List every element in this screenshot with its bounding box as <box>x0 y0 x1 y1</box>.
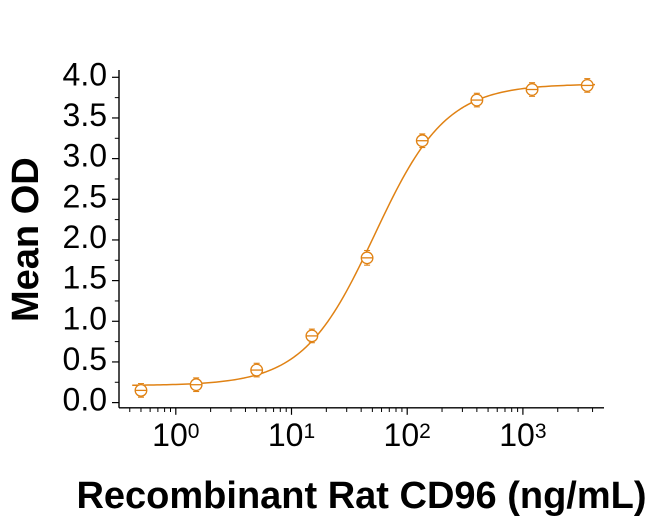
svg-text:Recombinant Rat CD96 (ng/mL): Recombinant Rat CD96 (ng/mL) <box>76 475 646 517</box>
svg-text:3.5: 3.5 <box>63 97 107 133</box>
svg-text:2.0: 2.0 <box>63 219 107 255</box>
svg-text:1.0: 1.0 <box>63 300 107 336</box>
svg-text:4.0: 4.0 <box>63 56 107 92</box>
svg-text:102: 102 <box>384 417 431 453</box>
svg-text:3.0: 3.0 <box>63 138 107 174</box>
svg-text:2.5: 2.5 <box>63 178 107 214</box>
svg-text:1.5: 1.5 <box>63 260 107 296</box>
svg-text:103: 103 <box>499 417 546 453</box>
svg-text:100: 100 <box>152 417 199 453</box>
svg-text:0.0: 0.0 <box>63 382 107 418</box>
svg-text:Mean OD: Mean OD <box>5 157 47 322</box>
svg-text:0.5: 0.5 <box>63 341 107 377</box>
svg-text:101: 101 <box>268 417 315 453</box>
